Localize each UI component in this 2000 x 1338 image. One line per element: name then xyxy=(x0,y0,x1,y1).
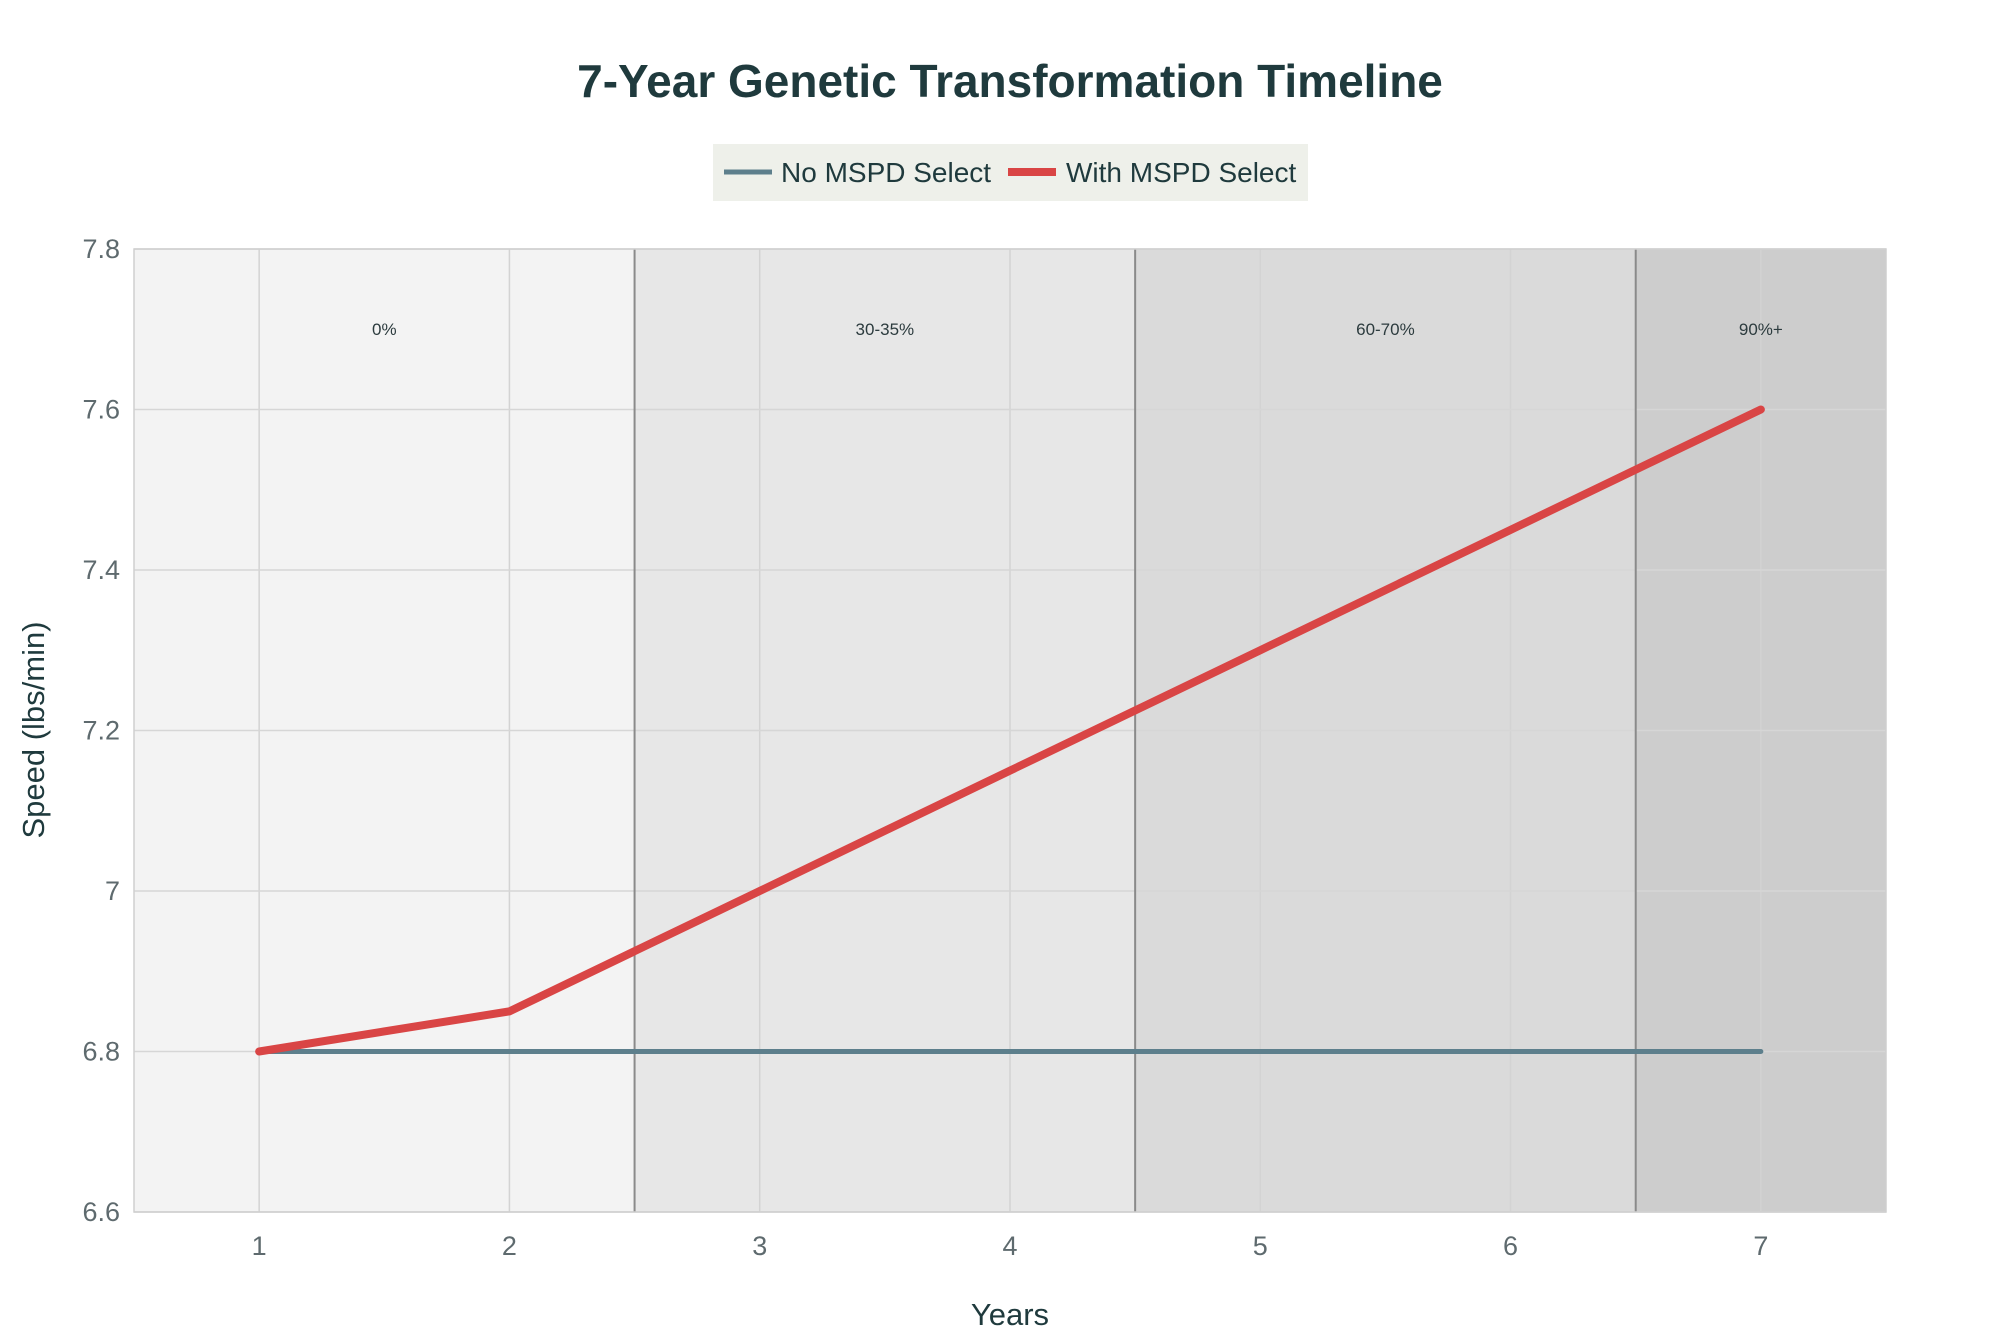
x-tick-label: 5 xyxy=(1253,1231,1268,1261)
series-line-1[interactable] xyxy=(255,405,1765,1056)
y-axis-title: Speed (lbs/min) xyxy=(16,621,51,838)
plot-frame xyxy=(133,248,1887,1213)
chart-title: 7-Year Genetic Transformation Timeline xyxy=(577,55,1443,107)
phase-band-label-2: 60-70% xyxy=(1356,320,1415,339)
y-tick-label: 7.6 xyxy=(82,395,120,425)
y-tick-label: 7.4 xyxy=(82,555,120,585)
x-tick-label: 3 xyxy=(752,1231,767,1261)
y-tick-label: 7.8 xyxy=(82,234,120,264)
x-tick-label: 6 xyxy=(1503,1231,1518,1261)
x-tick-label: 1 xyxy=(252,1231,267,1261)
x-tick-label: 4 xyxy=(1002,1231,1017,1261)
y-tick-label: 7.2 xyxy=(82,716,120,746)
x-axis-title: Years xyxy=(971,1297,1049,1332)
axis-ticks: 1 2 3 4 5 6 7 6.6 6.8 7 7.2 7.4 7.6 7.8 xyxy=(82,234,1768,1261)
y-tick-label: 6.8 xyxy=(82,1037,120,1067)
band-labels: 0% 30-35% 60-70% 90%+ xyxy=(372,320,1783,339)
phase-band-label-1: 30-35% xyxy=(856,320,915,339)
phase-band-label-3: 90%+ xyxy=(1739,320,1783,339)
legend-label-with-mspd[interactable]: With MSPD Select xyxy=(1066,157,1296,188)
legend-label-no-mspd[interactable]: No MSPD Select xyxy=(781,157,991,188)
phase-band-label-0: 0% xyxy=(372,320,397,339)
x-tick-label: 7 xyxy=(1753,1231,1768,1261)
x-tick-label: 2 xyxy=(502,1231,517,1261)
plot-series xyxy=(255,405,1765,1056)
y-tick-label: 6.6 xyxy=(82,1197,120,1227)
legend[interactable]: No MSPD Select With MSPD Select xyxy=(713,144,1308,201)
y-tick-label: 7 xyxy=(105,876,120,906)
